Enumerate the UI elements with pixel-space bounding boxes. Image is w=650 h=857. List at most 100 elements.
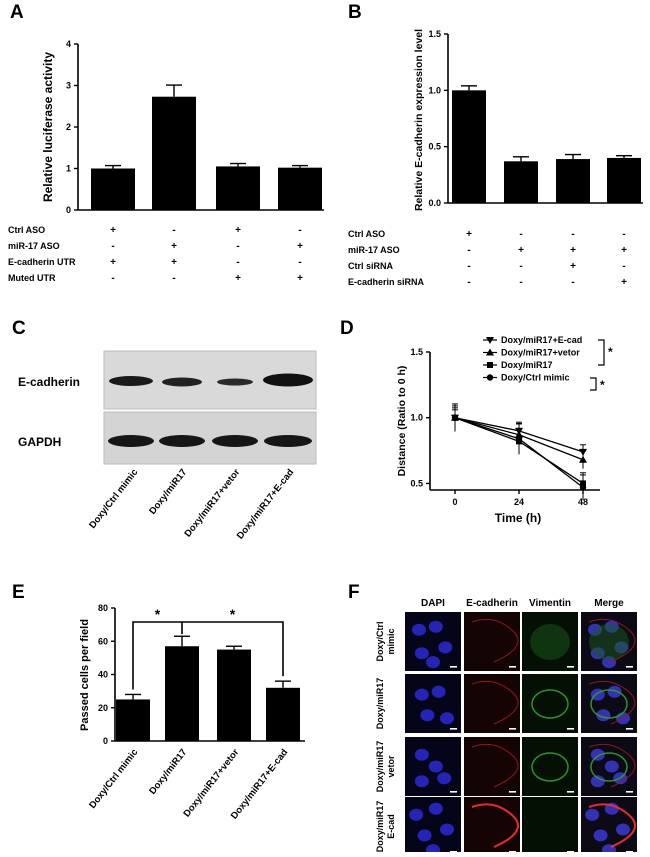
data-point [515, 435, 523, 442]
if-row-label: mimic [386, 628, 396, 654]
y-tick-label: 40 [98, 670, 108, 680]
if-column-header: E-cadherin [466, 598, 518, 609]
significance-star: * [608, 345, 613, 359]
bar [504, 161, 538, 203]
data-point [486, 374, 494, 381]
y-tick-label: 1.0 [410, 413, 423, 423]
treatment-sign: - [172, 225, 175, 236]
scale-bar [626, 791, 633, 793]
chart-d-y-label: Distance (Ratio to 0 h) [396, 366, 408, 477]
nucleus [426, 656, 440, 669]
treatment-label: Ctrl ASO [348, 229, 385, 239]
if-tile [581, 737, 637, 796]
blot-band [263, 373, 313, 387]
chart-b-bars [452, 85, 641, 203]
if-tile [464, 674, 520, 733]
y-tick-label: 1.0 [428, 85, 441, 95]
y-tick-label: 0.5 [410, 478, 423, 488]
y-tick-label: 0.0 [428, 198, 441, 208]
treatment-sign: + [235, 273, 241, 284]
if-tile [405, 674, 461, 733]
chart-b-y-ticks: 0.0 0.5 1.0 1.5 [428, 29, 448, 208]
bar [91, 168, 135, 210]
treatment-label: Ctrl ASO [8, 225, 45, 235]
if-tile-background [522, 797, 578, 856]
if-column-header: DAPI [421, 598, 445, 609]
legend-label: Doxy/miR17 [501, 360, 553, 370]
bar [278, 167, 322, 210]
scale-bar [626, 728, 633, 730]
membrane-stain [588, 743, 636, 788]
treatment-sign: - [467, 261, 470, 272]
membrane-stain [471, 743, 519, 788]
treatment-sign: - [236, 241, 239, 252]
panel-label-e: E [12, 582, 25, 603]
treatment-sign: - [571, 277, 574, 288]
immunofluorescence-grid: DAPI E-cadherin Vimentin Merge Doxy/Ctrl mim… [375, 598, 637, 857]
chart-e-bars [116, 635, 300, 741]
membrane-stain [471, 680, 519, 725]
treatment-sign: + [621, 277, 627, 288]
y-tick-label: 20 [98, 703, 108, 713]
chart-d: 0.51.01.50 24 48 Doxy/miR17+E-cadDoxy/miR1… [396, 335, 613, 525]
y-tick-label: 1 [66, 164, 71, 174]
if-row-label: Doxy/miR17 [375, 741, 385, 793]
treatment-label: E-cadherin UTR [8, 257, 76, 267]
treatment-sign: + [110, 257, 116, 268]
treatment-sign: + [171, 257, 177, 268]
significance-bracket [590, 377, 597, 391]
panel-label-c: C [12, 318, 26, 339]
blot-band [212, 435, 258, 447]
if-tile [464, 737, 520, 796]
chart-a-y-label: Relative luciferase activity [41, 52, 55, 202]
chart-b-y-label: Relative E-cadherin expression level [413, 29, 425, 211]
significance-bracket [598, 339, 605, 366]
scale-bar [509, 666, 516, 668]
significance-star: * [230, 606, 236, 622]
significance-star: * [155, 606, 161, 622]
nucleus [428, 620, 443, 633]
nucleus [590, 775, 605, 788]
chart-d-legend: Doxy/miR17+E-cad Doxy/miR17+vetor Doxy/miR… [483, 335, 613, 392]
nucleus [412, 623, 426, 636]
if-column-headers: DAPI E-cadherin Vimentin Merge [421, 598, 624, 609]
membrane-stain [588, 618, 636, 663]
cytoplasm-stain [590, 689, 628, 719]
chart-e-y-ticks: 0 20 40 60 80 [98, 603, 115, 746]
bar [217, 649, 251, 741]
scale-bar [567, 791, 574, 793]
blot-band [108, 435, 154, 447]
nucleus [438, 641, 453, 654]
treatment-sign: - [571, 229, 574, 240]
data-point [486, 348, 494, 356]
data-point [579, 455, 587, 463]
chart-e-categories: Doxy/Ctrl mimic Doxy/miR17Doxy/miR17+veto… [87, 747, 290, 822]
treatment-sign: - [519, 261, 522, 272]
if-tile [464, 612, 520, 671]
blot-lane-label: Doxy/miR17+E-cad [235, 467, 297, 542]
treatment-sign: - [298, 225, 301, 236]
treatment-sign: - [519, 229, 522, 240]
treatment-sign: + [570, 245, 576, 256]
data-point [486, 337, 494, 344]
scale-bar [567, 666, 574, 668]
chart-b: 0.0 0.5 1.0 1.5 Relative E-cadherin express… [348, 29, 643, 288]
treatment-sign: + [466, 229, 472, 240]
if-tile-background [464, 737, 520, 796]
treatment-sign: + [297, 273, 303, 284]
blot-band [159, 435, 205, 447]
nucleus [590, 748, 605, 761]
blot-label-ecadherin: E-cadherin [18, 375, 80, 389]
blot-band [217, 378, 253, 386]
x-tick-label: 0 [452, 497, 457, 507]
cytoplasm-stain [530, 624, 570, 660]
nucleus [428, 760, 443, 773]
data-point [579, 484, 587, 491]
membrane-stain [588, 803, 636, 848]
bar [266, 687, 300, 741]
if-row-label: Doxy/miR17 [375, 801, 385, 852]
bar [165, 646, 199, 741]
treatment-sign: - [622, 261, 625, 272]
blot-band [264, 435, 312, 447]
y-tick-label: 0.5 [428, 142, 441, 152]
